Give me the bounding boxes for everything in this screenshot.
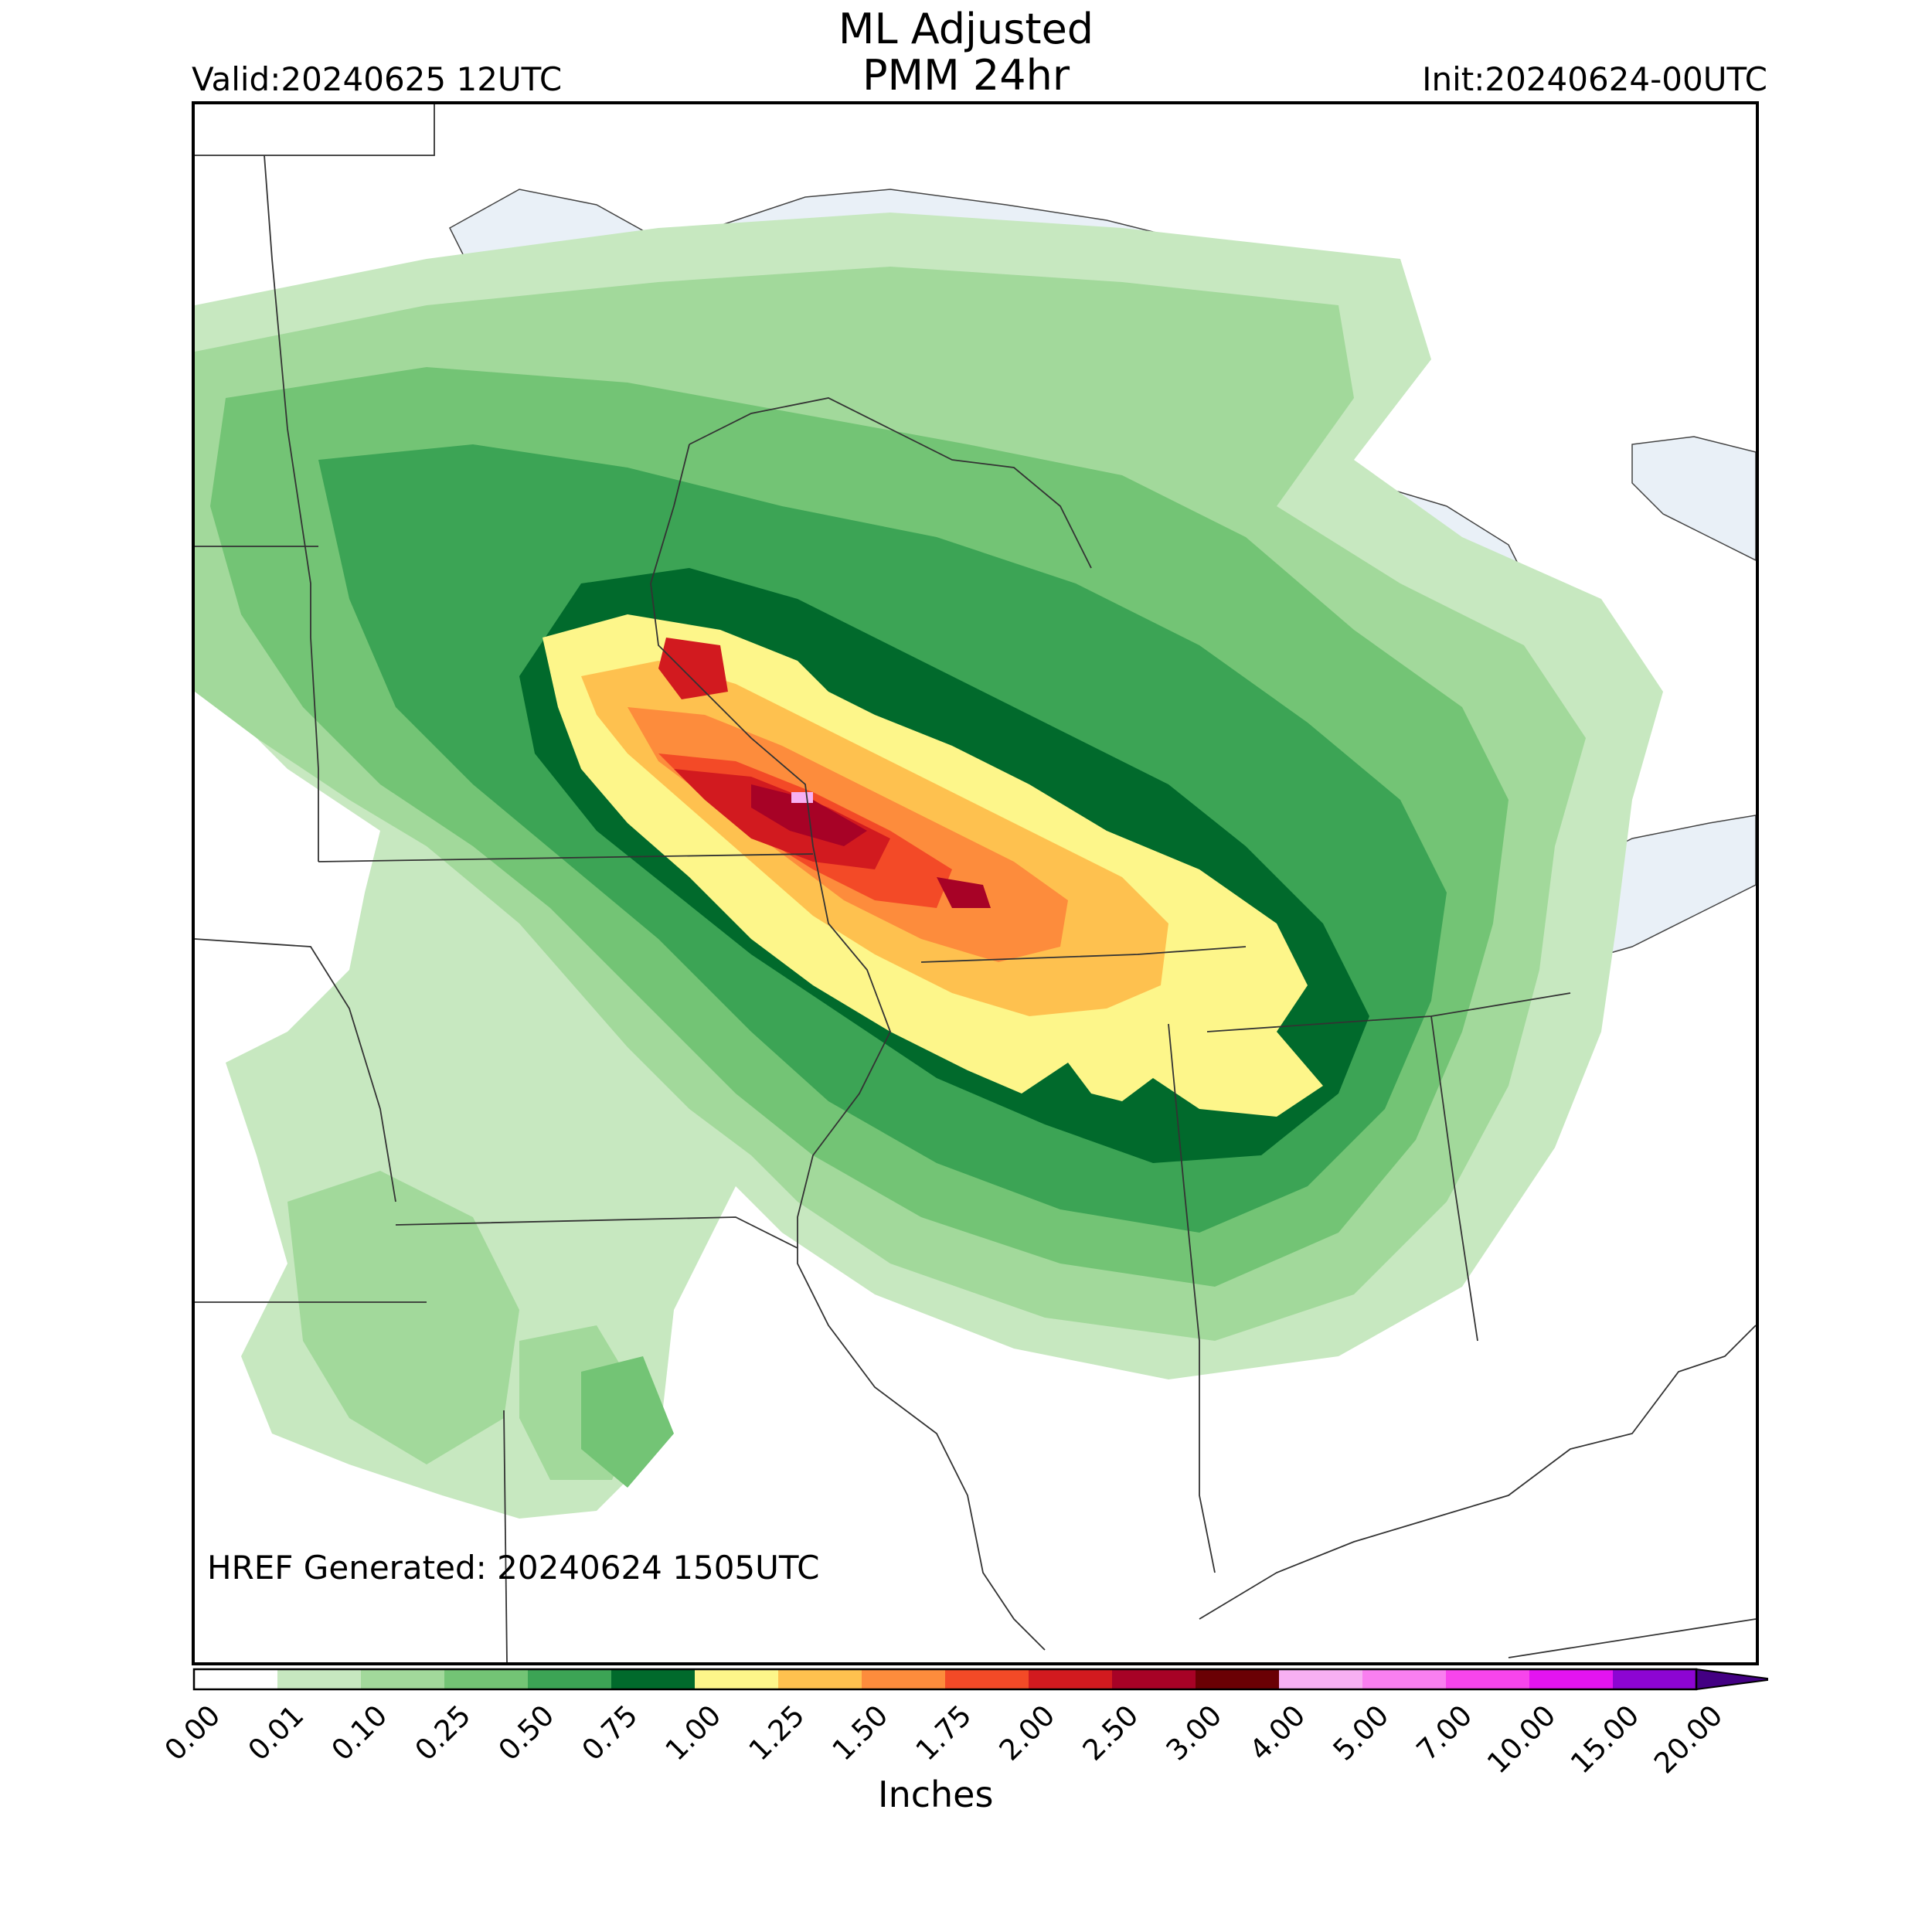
colorbar-segments bbox=[194, 1669, 1697, 1689]
border-southeast bbox=[1508, 1618, 1756, 1658]
border-mn-ia bbox=[310, 637, 319, 862]
map-canvas bbox=[195, 104, 1756, 1662]
map-title-line1: ML Adjusted bbox=[838, 5, 1094, 53]
precip-4.00 bbox=[791, 792, 813, 803]
colorbar-tick-label: 1.00 bbox=[658, 1699, 728, 1767]
colorbar-segment bbox=[1279, 1669, 1363, 1689]
colorbar-segment bbox=[1029, 1669, 1113, 1689]
colorbar-outline bbox=[192, 1668, 1698, 1691]
border-mn-wi bbox=[650, 444, 814, 847]
state-borders bbox=[195, 104, 1756, 1662]
colorbar-segment bbox=[1613, 1669, 1697, 1689]
colorbar bbox=[192, 1668, 1768, 1691]
border-mississippi bbox=[797, 845, 1046, 1651]
precip-2.50 bbox=[751, 784, 991, 908]
precipitation-field bbox=[195, 213, 1663, 1519]
precipitation-map bbox=[192, 101, 1759, 1665]
init-time-label: Init:20240624-00UTC bbox=[1422, 60, 1767, 98]
border-ia-ne bbox=[195, 938, 396, 1202]
colorbar-segment bbox=[277, 1669, 362, 1689]
colorbar-tick-label: 15.00 bbox=[1564, 1699, 1646, 1781]
colorbar-tick-label: 2.50 bbox=[1076, 1699, 1145, 1767]
colorbar-segment bbox=[862, 1669, 946, 1689]
colorbar-tick-label: 1.50 bbox=[825, 1699, 895, 1767]
colorbar-units-label: Inches bbox=[878, 1774, 994, 1815]
colorbar-tick-label: 7.00 bbox=[1410, 1699, 1479, 1767]
colorbar-extend-arrow bbox=[1696, 1668, 1768, 1691]
colorbar-tick-label: 5.00 bbox=[1326, 1699, 1396, 1767]
border-ks-mo bbox=[503, 1410, 508, 1662]
colorbar-segment bbox=[1529, 1669, 1614, 1689]
colorbar-tick-label: 0.50 bbox=[492, 1699, 561, 1767]
border-in-oh bbox=[1430, 1015, 1478, 1342]
border-ia-mo bbox=[395, 1216, 798, 1249]
colorbar-tick-label: 10.00 bbox=[1481, 1699, 1563, 1781]
colorbar-tick-label: 4.00 bbox=[1243, 1699, 1312, 1767]
colorbar-tick-label: 0.00 bbox=[158, 1699, 227, 1767]
colorbar-tick-label: 2.00 bbox=[992, 1699, 1062, 1767]
colorbar-tick-label: 1.25 bbox=[742, 1699, 811, 1767]
colorbar-tick-label: 20.00 bbox=[1648, 1699, 1730, 1781]
colorbar-segment bbox=[611, 1669, 696, 1689]
map-title-line2: PMM 24hr bbox=[862, 51, 1070, 100]
colorbar-tick-label: 3.00 bbox=[1159, 1699, 1229, 1767]
colorbar-segment bbox=[1362, 1669, 1447, 1689]
border-mn-canada bbox=[195, 104, 435, 156]
colorbar-tick-label: 0.10 bbox=[325, 1699, 394, 1767]
border-wi-mi-up bbox=[689, 397, 1092, 569]
colorbar-tick-label: 0.25 bbox=[408, 1699, 478, 1767]
colorbar-tick-label: 0.01 bbox=[241, 1699, 311, 1767]
colorbar-segment bbox=[1112, 1669, 1196, 1689]
border-mi-in-oh bbox=[1206, 992, 1571, 1032]
colorbar-segment bbox=[778, 1669, 862, 1689]
colorbar-segment bbox=[194, 1669, 278, 1689]
generated-timestamp: HREF Generated: 20240624 1505UTC bbox=[207, 1549, 820, 1587]
border-wi-il bbox=[920, 946, 1247, 963]
colorbar-segment bbox=[444, 1669, 529, 1689]
border-mn-dakotas bbox=[264, 155, 311, 638]
colorbar-segment bbox=[945, 1669, 1029, 1689]
colorbar-tick-label: 1.75 bbox=[909, 1699, 978, 1767]
colorbar-segment bbox=[361, 1669, 445, 1689]
lake-ontario bbox=[1631, 436, 1756, 561]
colorbar-segment bbox=[1196, 1669, 1280, 1689]
border-il-in bbox=[1168, 1023, 1216, 1573]
border-ia-north bbox=[318, 853, 814, 862]
border-ohio-river bbox=[1199, 1325, 1756, 1620]
valid-time-label: Valid:20240625 12UTC bbox=[192, 60, 563, 98]
colorbar-tick-label: 0.75 bbox=[575, 1699, 645, 1767]
colorbar-segment bbox=[1446, 1669, 1530, 1689]
colorbar-segment bbox=[695, 1669, 779, 1689]
colorbar-segment bbox=[528, 1669, 612, 1689]
